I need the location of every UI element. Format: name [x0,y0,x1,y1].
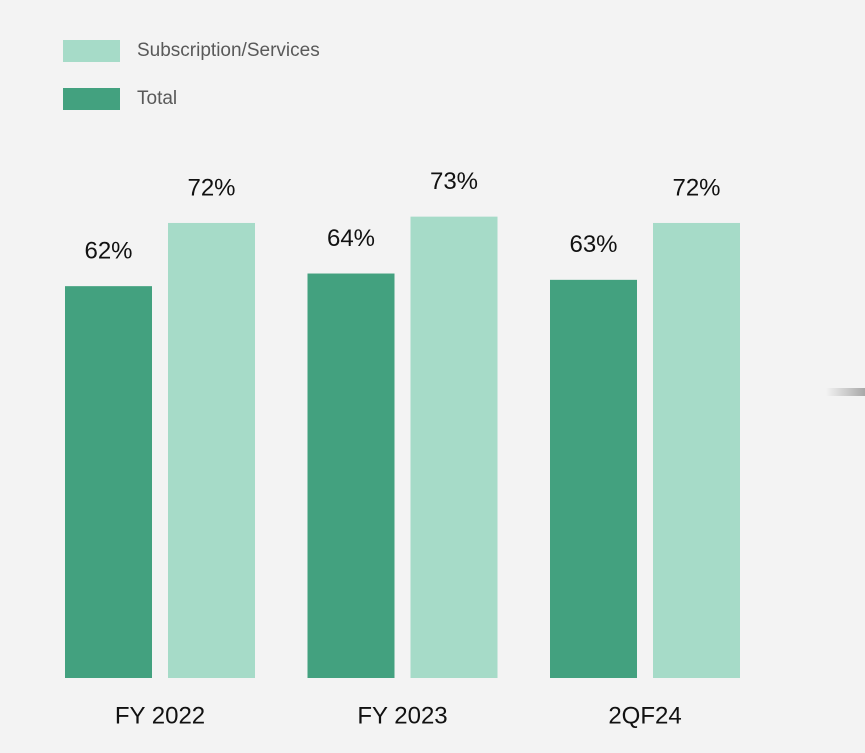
legend-label: Subscription/Services [137,40,320,61]
data-label: 63% [569,231,617,258]
data-label: 73% [430,168,478,195]
bar [410,216,498,678]
bar [550,279,637,678]
data-label: 62% [84,238,132,265]
x-tick-label: FY 2022 [115,702,205,729]
data-label: 72% [672,174,720,201]
bar [653,222,740,678]
x-tick-label: 2QF24 [608,702,681,729]
x-tick-label: FY 2023 [357,702,447,729]
data-label: 72% [187,174,235,201]
legend-swatch [63,88,120,110]
legend-swatch [63,40,120,62]
data-label: 64% [327,225,375,252]
legend-label: Total [137,88,177,109]
bar [307,273,395,678]
bar [65,286,152,678]
bar [168,222,255,678]
decoration [826,388,865,396]
